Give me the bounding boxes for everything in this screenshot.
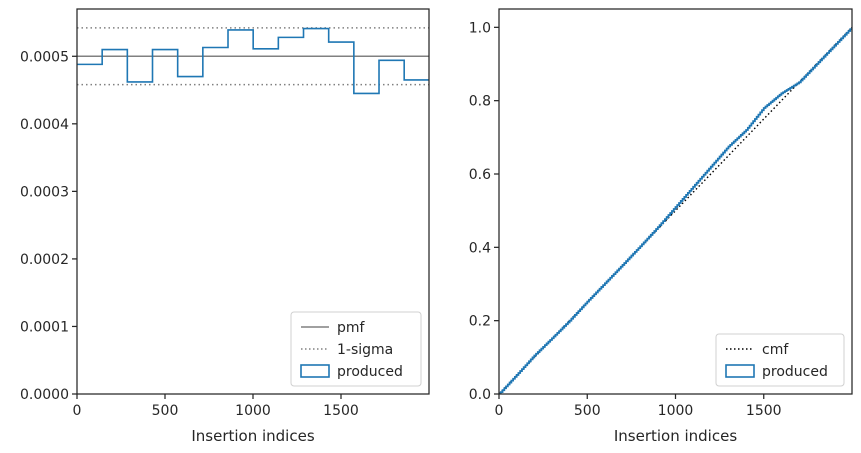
left-x-axis-label: Insertion indices [191, 427, 314, 445]
right-y-tick-label: 0.4 [469, 240, 491, 256]
left-legend-1-sigma-label: 1-sigma [337, 342, 393, 358]
left-legend-produced-label: produced [337, 364, 403, 380]
left-plot-area [77, 27, 429, 95]
left-legend-box [290, 311, 422, 387]
left-y-tick-label: 0.0002 [20, 252, 69, 268]
left-x-tick-label: 1000 [235, 403, 271, 419]
right-subplot: 0 500 1000 1500 0.0 0.2 0.4 0.6 0.8 1.0 Insertion … [469, 8, 853, 445]
right-legend-box [715, 333, 845, 387]
right-y-tick-label: 1.0 [469, 20, 491, 36]
left-subplot: 0 500 1000 1500 0.0000 0.0001 0.0002 0.0003 0.00… [20, 8, 430, 445]
right-y-tick-label: 0.0 [469, 387, 491, 403]
right-plot-area [499, 26, 852, 394]
left-series-produced-step [77, 27, 429, 95]
left-y-tick-label: 0.0001 [20, 319, 69, 335]
left-y-tick-label: 0.0004 [20, 117, 69, 133]
right-y-tick-label: 0.6 [469, 167, 491, 183]
right-x-tick-label: 1500 [746, 403, 782, 419]
right-legend-cmf-label: cmf [762, 342, 789, 358]
right-series-produced-step [499, 27, 852, 394]
right-legend-produced-label: produced [762, 364, 828, 380]
right-x-tick-label: 1000 [658, 403, 694, 419]
right-y-tick-label: 0.8 [469, 94, 491, 110]
left-y-tick-label: 0.0003 [20, 184, 69, 200]
left-y-tick-label: 0.0000 [20, 387, 69, 403]
right-legend: cmf produced [715, 333, 845, 387]
left-y-tick-label: 0.0005 [20, 49, 69, 65]
left-x-tick-label: 500 [152, 403, 179, 419]
left-legend-pmf-label: pmf [337, 320, 366, 336]
right-x-tick-label: 0 [495, 403, 504, 419]
right-legend-produced-swatch [725, 364, 755, 378]
left-legend-produced-swatch [300, 364, 330, 378]
right-x-tick-label: 500 [574, 403, 601, 419]
left-legend: pmf 1-sigma produced [290, 311, 422, 387]
right-x-axis-label: Insertion indices [614, 427, 737, 445]
left-x-tick-label: 1500 [323, 403, 359, 419]
right-y-tick-label: 0.2 [469, 314, 491, 330]
left-x-tick-label: 0 [73, 403, 82, 419]
